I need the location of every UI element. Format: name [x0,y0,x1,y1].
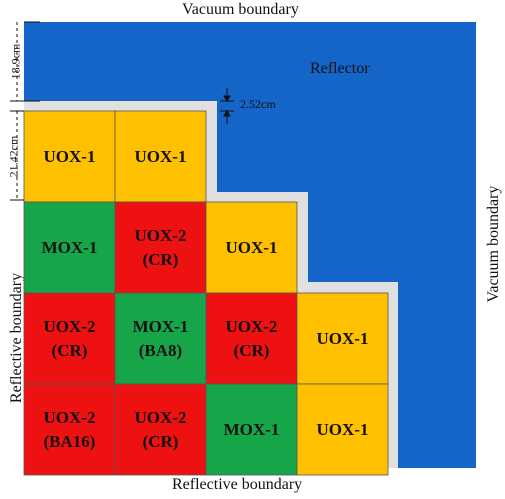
assembly-mox [205,383,298,476]
assembly-variant: (BA16) [43,431,96,451]
assembly-variant: (BA8) [138,340,183,360]
gap-width-label: 2.52cm [240,97,276,111]
assembly-label: UOX-2 (CR) [115,224,206,272]
assembly-label: UOX-2 (CR) [206,315,297,363]
assembly-mox [23,201,116,294]
assembly-label: MOX-1 [24,236,115,260]
assembly-uox2 [205,292,298,385]
assembly-name: MOX-1 [41,237,98,257]
bottom-boundary-label: Reflective boundary [172,476,303,493]
assembly-label: UOX-2 (CR) [24,315,115,363]
assembly-name: UOX-1 [43,146,96,166]
gap-width-dimension [220,88,234,124]
assembly-name: UOX-1 [134,146,187,166]
assembly-pitch-label: 21.42cm [6,135,21,178]
assembly-name: UOX-2 [225,316,278,336]
assembly-uox [205,201,298,294]
assembly-uox2 [23,292,116,385]
assembly-name: UOX-1 [316,328,369,348]
assembly-label: MOX-1 (BA8) [115,315,206,363]
assembly-uox [23,110,116,203]
assembly-uox [114,110,207,203]
top-boundary-label: Vacuum boundary [182,1,299,18]
assembly-mox [114,292,207,385]
assembly-name: UOX-1 [225,237,278,257]
assembly-label: UOX-1 [297,418,388,442]
assembly-label: UOX-1 [297,327,388,351]
reflector-thickness-dimension [10,21,40,102]
assembly-name: MOX-1 [132,316,189,336]
assembly-name: UOX-2 [43,407,96,427]
assembly-label: UOX-2 (CR) [115,406,206,454]
assembly-label: UOX-2 (BA16) [24,406,115,454]
assembly-name: UOX-2 [134,407,187,427]
assembly-variant: (CR) [233,340,270,360]
assembly-variant: (CR) [51,340,88,360]
assembly-uox [296,383,389,476]
assembly-uox2 [114,383,207,476]
reflector-label: Reflector [310,60,370,77]
assembly-label: UOX-1 [24,145,115,169]
assembly-name: UOX-2 [134,225,187,245]
assembly-label: UOX-1 [115,145,206,169]
assembly-variant: (CR) [142,249,179,269]
assembly-label: MOX-1 [206,418,297,442]
assembly-name: UOX-1 [316,419,369,439]
assembly-variant: (CR) [142,431,179,451]
assembly-name: UOX-2 [43,316,96,336]
reflector-thickness-label: 18.9cm [8,43,23,80]
assembly-name: MOX-1 [223,419,280,439]
assembly-pitch-dimension [10,110,24,201]
assemblies-group [23,110,389,476]
assembly-label: UOX-1 [206,236,297,260]
